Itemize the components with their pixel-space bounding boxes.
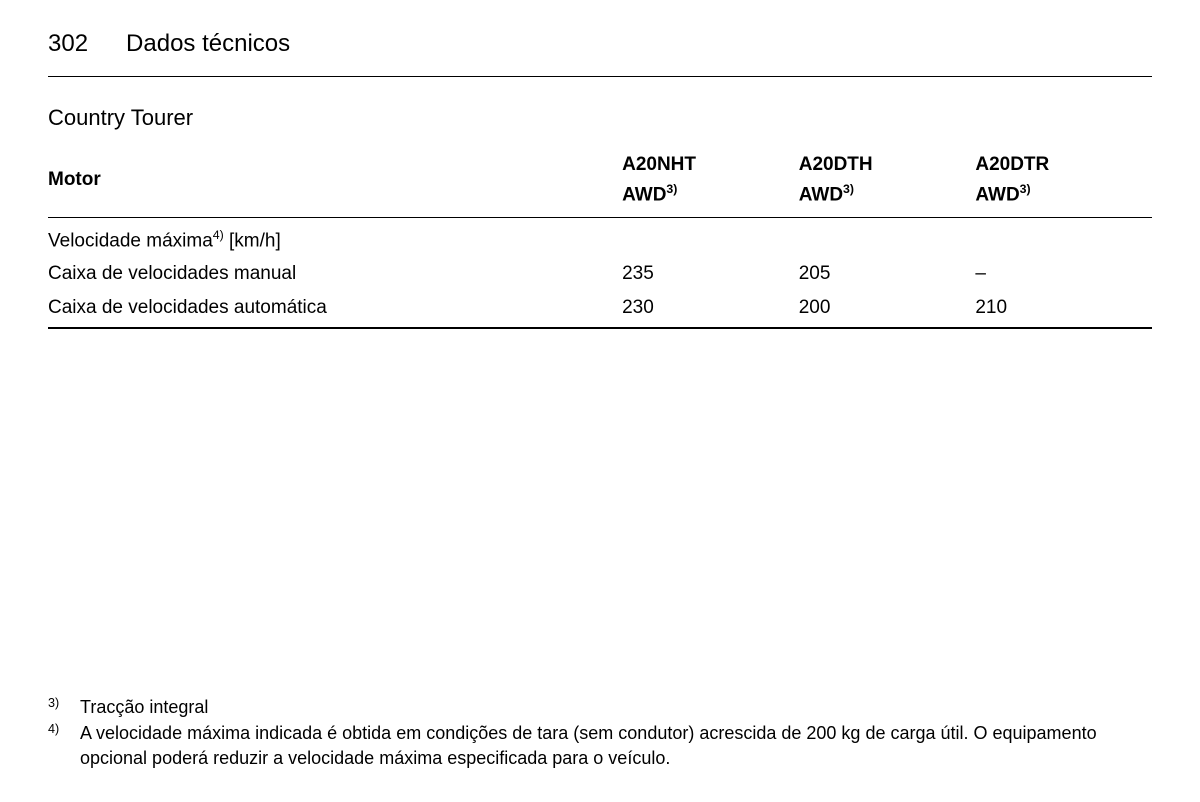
engine-note: 3) (666, 182, 677, 196)
engine-code: A20DTR (975, 154, 1049, 175)
row-value: 200 (799, 291, 976, 328)
specs-table: Motor A20NHT AWD3) A20DTH AWD3) A20DTR A… (48, 147, 1152, 329)
table-row: Caixa de velocidades automática 230 200 … (48, 291, 1152, 328)
table-row: Caixa de velocidades manual 235 205 – (48, 257, 1152, 291)
table-header-row: Motor A20NHT AWD3) A20DTH AWD3) A20DTR A… (48, 147, 1152, 218)
row-value: 230 (622, 291, 799, 328)
engine-drivetrain: AWD (622, 184, 666, 205)
row-value: 235 (622, 257, 799, 291)
engine-column-header: A20DTR AWD3) (975, 147, 1152, 218)
speed-label-text: Velocidade máxima (48, 231, 213, 252)
engine-code: A20DTH (799, 154, 873, 175)
engine-column-header: A20DTH AWD3) (799, 147, 976, 218)
footnote-text: Tracção integral (80, 695, 1152, 719)
engine-note: 3) (1020, 182, 1031, 196)
row-value: – (975, 257, 1152, 291)
section-title: Country Tourer (48, 105, 1152, 131)
header-divider (48, 76, 1152, 77)
speed-section-row: Velocidade máxima4) [km/h] (48, 218, 1152, 257)
footnote-marker: 3) (48, 695, 80, 712)
engine-note: 3) (843, 182, 854, 196)
engine-drivetrain: AWD (799, 184, 843, 205)
speed-section-label: Velocidade máxima4) [km/h] (48, 218, 1152, 257)
speed-label-note: 4) (213, 228, 224, 242)
motor-column-header: Motor (48, 147, 622, 218)
footnote-marker: 4) (48, 721, 80, 738)
engine-code: A20NHT (622, 154, 696, 175)
row-value: 210 (975, 291, 1152, 328)
page-number: 302 (48, 30, 88, 58)
page-title: Dados técnicos (126, 30, 290, 58)
speed-unit: [km/h] (224, 231, 281, 252)
footnotes-section: 3) Tracção integral 4) A velocidade máxi… (48, 695, 1152, 772)
row-value: 205 (799, 257, 976, 291)
footnote-text: A velocidade máxima indicada é obtida em… (80, 721, 1152, 770)
footnote: 3) Tracção integral (48, 695, 1152, 719)
row-label: Caixa de velocidades manual (48, 257, 622, 291)
engine-drivetrain: AWD (975, 184, 1019, 205)
row-label: Caixa de velocidades automática (48, 291, 622, 328)
engine-column-header: A20NHT AWD3) (622, 147, 799, 218)
footnote: 4) A velocidade máxima indicada é obtida… (48, 721, 1152, 770)
